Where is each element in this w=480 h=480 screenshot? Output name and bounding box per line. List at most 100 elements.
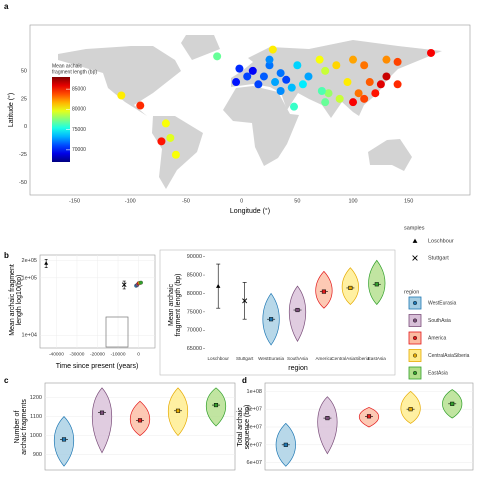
sample-point	[276, 69, 285, 78]
sample-point	[371, 89, 380, 98]
x-tick-label: EastAsia	[368, 356, 387, 361]
x-tick-label: -100	[125, 198, 136, 204]
mean-point	[450, 401, 455, 406]
y-axis-title: fragment length (bp)	[175, 273, 182, 336]
inset-box	[105, 316, 129, 348]
sample-point	[427, 48, 436, 57]
colorbar-tick-label: 80000	[72, 107, 86, 113]
legend-label: CentralAsiaSiberia	[428, 353, 470, 359]
sample-point	[243, 72, 252, 81]
legend-label: Stuttgart	[428, 255, 449, 261]
panel-label: b	[4, 251, 9, 260]
violin	[317, 396, 338, 455]
violin	[92, 387, 112, 454]
sample-point	[287, 83, 296, 92]
y-axis-title: Mean archaic	[168, 283, 175, 326]
y-tick-label: 1200	[30, 395, 42, 401]
y-tick-label: 85000	[187, 273, 202, 279]
legend-label: SouthAsia	[428, 318, 451, 324]
sequence-frame	[264, 382, 474, 471]
y-tick-label: 65000	[187, 346, 202, 352]
legend-marker	[412, 255, 418, 261]
sample-point	[157, 137, 166, 146]
legend-label: EastAsia	[428, 370, 448, 376]
colorbar	[52, 77, 70, 162]
mean-point	[175, 408, 181, 413]
ancient-point	[216, 283, 221, 288]
sample-point	[259, 72, 268, 81]
mean-point	[283, 442, 288, 447]
legend-key-point	[413, 371, 418, 376]
legend-marker	[412, 238, 418, 243]
y-tick-label: 25	[21, 96, 27, 102]
x-tick-label: Loschbour	[207, 356, 229, 361]
north-america	[58, 46, 181, 116]
sample-point	[161, 119, 170, 128]
sample-point	[321, 98, 330, 107]
x-tick-label: 0	[137, 351, 140, 357]
y-tick-label: 7e+07	[247, 442, 262, 448]
x-axis-title: Time since present (years)	[56, 363, 139, 370]
mean-point	[269, 317, 274, 322]
x-tick-label: -150	[69, 198, 80, 204]
violin	[288, 285, 307, 342]
sample-point	[268, 45, 277, 54]
y-tick-label: 8e+07	[247, 424, 262, 430]
sample-point	[293, 61, 302, 70]
mean-point	[137, 418, 143, 423]
y-axis-title: sequence (bp)	[244, 405, 251, 450]
y-tick-label: 2e+05	[22, 258, 37, 264]
legend-key-point	[413, 353, 418, 358]
sample-point	[44, 261, 49, 265]
panel-label: a	[4, 2, 9, 11]
x-tick-label: -50	[182, 198, 190, 204]
y-tick-label: -50	[19, 180, 27, 186]
ancient-point	[242, 298, 248, 304]
sample-point	[393, 80, 402, 89]
y-tick-label: 70000	[187, 328, 202, 334]
legend-label: Loschbour	[428, 238, 454, 244]
sample-point	[271, 78, 280, 87]
sample-point	[324, 89, 333, 98]
y-axis-title: length log10(bp)	[16, 275, 23, 326]
sample-point	[235, 64, 244, 73]
y-tick-label: 0	[24, 124, 27, 130]
x-tick-label: -30000	[69, 351, 84, 357]
mean-point	[61, 437, 67, 442]
mean-point	[348, 285, 353, 290]
x-tick-label: 150	[404, 198, 413, 204]
sample-point	[332, 61, 341, 70]
y-axis-title: archaic fragments	[21, 399, 28, 455]
sample-point	[360, 61, 369, 70]
y-tick-label: 50	[21, 68, 27, 74]
sample-point	[349, 98, 358, 107]
y-axis-title: Mean archaic fragment	[9, 264, 16, 336]
panel-label: d	[242, 376, 247, 385]
x-tick-label: 100	[348, 198, 357, 204]
y-tick-label: 75000	[187, 309, 202, 315]
y-tick-label: 1000	[30, 433, 42, 439]
sample-point	[290, 102, 298, 111]
sample-point	[382, 72, 391, 81]
y-tick-label: 900	[33, 452, 42, 458]
y-tick-label: 1e+04	[22, 333, 37, 339]
sample-point	[354, 89, 363, 98]
y-tick-label: -25	[19, 152, 27, 158]
sample-point	[171, 150, 180, 159]
sample-point	[315, 55, 324, 64]
x-tick-label: -40000	[49, 351, 64, 357]
sample-point	[254, 80, 263, 89]
mean-point	[213, 403, 219, 408]
australia	[368, 139, 412, 171]
sample-point	[376, 80, 385, 89]
legend-title: samples	[404, 225, 425, 231]
x-tick-label: Stuttgart	[236, 356, 254, 361]
x-tick-label: CentralAsiaSiberia	[331, 356, 369, 361]
sample-point	[393, 57, 402, 66]
sample-point	[282, 75, 291, 84]
y-axis-title: Total archaic	[237, 407, 244, 447]
y-tick-label: 9e+07	[247, 407, 262, 413]
x-tick-label: WestEurasia	[258, 356, 284, 361]
sample-point	[232, 78, 241, 87]
legend-samples	[400, 222, 472, 266]
